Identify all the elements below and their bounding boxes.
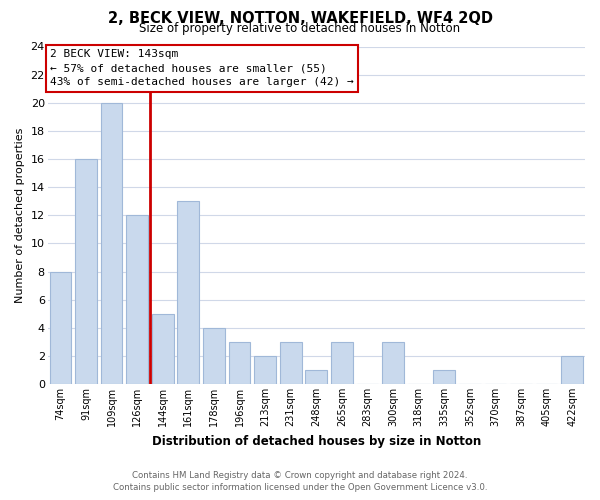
Bar bbox=[331, 342, 353, 384]
Text: Size of property relative to detached houses in Notton: Size of property relative to detached ho… bbox=[139, 22, 461, 35]
Bar bbox=[562, 356, 583, 384]
Bar bbox=[229, 342, 250, 384]
Bar bbox=[280, 342, 302, 384]
Y-axis label: Number of detached properties: Number of detached properties bbox=[15, 128, 25, 303]
Bar bbox=[203, 328, 225, 384]
Text: 2, BECK VIEW, NOTTON, WAKEFIELD, WF4 2QD: 2, BECK VIEW, NOTTON, WAKEFIELD, WF4 2QD bbox=[107, 11, 493, 26]
Bar bbox=[152, 314, 173, 384]
Bar bbox=[382, 342, 404, 384]
Text: 2 BECK VIEW: 143sqm
← 57% of detached houses are smaller (55)
43% of semi-detach: 2 BECK VIEW: 143sqm ← 57% of detached ho… bbox=[50, 50, 354, 88]
Bar bbox=[254, 356, 276, 384]
Bar bbox=[50, 272, 71, 384]
X-axis label: Distribution of detached houses by size in Notton: Distribution of detached houses by size … bbox=[152, 434, 481, 448]
Text: Contains HM Land Registry data © Crown copyright and database right 2024.
Contai: Contains HM Land Registry data © Crown c… bbox=[113, 471, 487, 492]
Bar bbox=[75, 159, 97, 384]
Bar bbox=[433, 370, 455, 384]
Bar bbox=[178, 201, 199, 384]
Bar bbox=[305, 370, 327, 384]
Bar bbox=[126, 216, 148, 384]
Bar bbox=[101, 103, 122, 384]
